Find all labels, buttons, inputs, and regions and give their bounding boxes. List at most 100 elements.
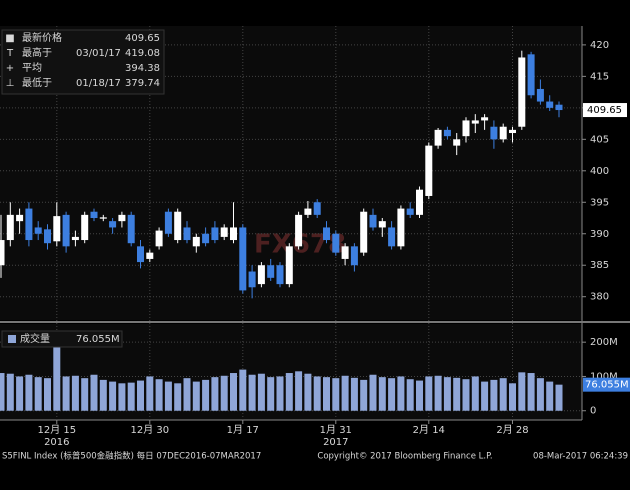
- legend-value: 419.08: [125, 48, 160, 59]
- candle-body: [230, 227, 237, 241]
- candle-body: [397, 208, 405, 247]
- x-tick-label: 2月 14: [413, 424, 445, 436]
- volume-tick-label: 200M: [590, 337, 618, 348]
- candle-body: [62, 214, 70, 247]
- candle-body: [16, 214, 24, 222]
- candle-body: [285, 246, 293, 285]
- volume-bar: [192, 381, 200, 411]
- candle-body: [490, 126, 498, 140]
- candle-body: [536, 88, 544, 102]
- volume-tick-label: 100M: [590, 371, 618, 382]
- legend-date: 01/18/17: [76, 78, 121, 89]
- candle-body: [518, 57, 526, 127]
- year-label: 2017: [323, 437, 348, 448]
- volume-bar: [53, 347, 61, 411]
- volume-bar: [490, 379, 498, 411]
- y-tick-label: 390: [590, 229, 609, 240]
- x-tick-label: 1月 31: [320, 424, 352, 436]
- candle-body: [313, 202, 321, 215]
- volume-bar: [555, 384, 563, 411]
- volume-legend-swatch: [8, 335, 16, 343]
- candle-body: [109, 221, 117, 228]
- volume-bar: [360, 379, 368, 411]
- x-tick-label: 12月 15: [37, 424, 76, 436]
- last-price-tag: [583, 103, 627, 118]
- candle-body: [276, 265, 284, 285]
- candle-body: [183, 227, 191, 241]
- volume-bar: [434, 375, 442, 411]
- volume-bar: [332, 378, 340, 411]
- volume-bar: [81, 378, 89, 411]
- candle-body: [471, 120, 479, 124]
- legend-icon: ⊥: [6, 78, 15, 89]
- candle-body: [295, 214, 303, 247]
- legend-icon: T: [6, 48, 14, 59]
- candle-body: [434, 129, 442, 146]
- volume-bar: [202, 379, 210, 411]
- legend-date: 03/01/17: [76, 48, 121, 59]
- candle-body: [481, 117, 489, 121]
- x-tick-label: 12月 30: [130, 424, 169, 436]
- candle-body: [443, 129, 451, 137]
- candle-body: [81, 214, 89, 241]
- candle-body: [350, 246, 358, 266]
- volume-bar: [527, 373, 535, 411]
- volume-bar: [509, 383, 516, 411]
- candle-body: [174, 211, 182, 241]
- candle-body: [146, 252, 154, 259]
- x-tick-label: 2月 28: [496, 424, 528, 436]
- volume-bar: [183, 378, 191, 411]
- volume-bar: [155, 379, 163, 411]
- legend-box: [1, 29, 165, 95]
- candle-body: [509, 129, 516, 134]
- footer-left: S5FINL Index (标普500金融指数) 每日 07DEC2016-07…: [2, 451, 261, 462]
- y-tick-label: 415: [590, 71, 609, 82]
- volume-bar: [313, 376, 321, 411]
- volume-tick-label: 0: [590, 406, 596, 417]
- volume-bar: [369, 374, 377, 411]
- last-price-label: 409.65: [587, 105, 622, 116]
- y-tick-label: 405: [590, 134, 609, 145]
- volume-bar: [323, 377, 330, 411]
- volume-bar: [239, 369, 247, 411]
- y-tick-label: 380: [590, 292, 609, 303]
- candle-body: [118, 214, 126, 222]
- volume-bar: [6, 373, 14, 411]
- candle-body: [34, 227, 42, 234]
- volume-bar: [71, 375, 79, 411]
- candle-body: [267, 265, 275, 278]
- volume-bar: [62, 376, 70, 411]
- candle-body: [369, 214, 377, 228]
- footer-right: 08-Mar-2017 06:24:39: [533, 452, 628, 462]
- candle-body: [304, 208, 312, 215]
- volume-bar: [44, 378, 51, 411]
- legend-icon: ■: [5, 33, 14, 44]
- candle-body: [416, 189, 423, 215]
- candle-body: [332, 233, 340, 253]
- volume-bar: [341, 375, 349, 411]
- legend-label: 最低于: [22, 76, 52, 89]
- volume-bar: [109, 381, 117, 411]
- legend-label: 平均: [22, 62, 42, 74]
- volume-bar: [118, 383, 126, 411]
- y-tick-label: 420: [590, 40, 609, 51]
- candle-body: [527, 54, 535, 96]
- legend-icon: +: [6, 63, 14, 74]
- candle-body: [25, 208, 33, 241]
- volume-bar: [388, 378, 396, 411]
- candle-body: [44, 229, 51, 244]
- volume-bar: [406, 379, 414, 411]
- volume-bar: [462, 379, 470, 411]
- legend-value: 409.65: [125, 33, 160, 44]
- candle-body: [341, 246, 349, 259]
- volume-bar: [285, 373, 293, 411]
- candle-body: [462, 120, 470, 137]
- volume-bar: [137, 380, 144, 411]
- candle-body: [53, 216, 61, 242]
- candle-body: [323, 227, 330, 241]
- volume-bar: [276, 376, 284, 411]
- candle-body: [406, 208, 414, 215]
- volume-legend-box: [1, 330, 123, 348]
- candle-body: [546, 101, 554, 108]
